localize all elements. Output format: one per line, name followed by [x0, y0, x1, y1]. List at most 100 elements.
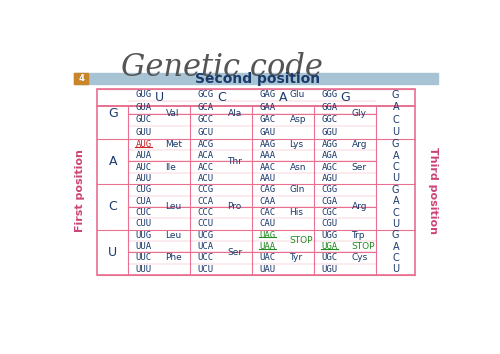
Text: Leu: Leu — [166, 202, 182, 211]
Text: UUU: UUU — [136, 265, 152, 274]
Text: CGA: CGA — [322, 197, 338, 206]
Text: U: U — [108, 246, 118, 259]
Text: CGC: CGC — [322, 208, 338, 217]
Text: Asp: Asp — [290, 115, 306, 125]
Text: G: G — [108, 107, 118, 120]
Text: AAC: AAC — [260, 162, 276, 172]
Text: CUC: CUC — [136, 208, 152, 217]
Text: A: A — [392, 242, 399, 252]
Text: Gln: Gln — [290, 185, 305, 194]
Text: CUU: CUU — [136, 219, 152, 228]
Text: Pro: Pro — [228, 202, 242, 211]
Text: GAA: GAA — [260, 103, 276, 112]
Text: GUG: GUG — [136, 90, 152, 99]
Text: UAA: UAA — [260, 242, 276, 251]
Text: Genetic code: Genetic code — [120, 52, 322, 83]
Text: C: C — [108, 200, 117, 213]
Text: Ser: Ser — [352, 162, 366, 172]
Text: CAU: CAU — [260, 219, 276, 228]
Text: A: A — [392, 196, 399, 206]
Text: UAU: UAU — [260, 265, 276, 274]
Text: AGG: AGG — [322, 140, 338, 149]
Text: STOP: STOP — [290, 236, 313, 245]
Text: AUG: AUG — [136, 140, 152, 149]
Text: CUA: CUA — [136, 197, 152, 206]
Text: Lys: Lys — [290, 140, 304, 149]
Text: Phe: Phe — [166, 253, 182, 262]
Text: AUC: AUC — [136, 162, 152, 172]
Text: GCA: GCA — [198, 103, 214, 112]
Text: ACA: ACA — [198, 151, 214, 160]
Bar — [98, 105, 415, 275]
Text: Glu: Glu — [290, 90, 305, 99]
Bar — [98, 89, 415, 105]
Text: AAA: AAA — [260, 151, 276, 160]
Text: UUA: UUA — [136, 242, 152, 251]
Bar — [74, 73, 438, 84]
Text: G: G — [392, 230, 400, 240]
Text: U: U — [155, 91, 164, 104]
Text: ACG: ACG — [198, 140, 214, 149]
Text: GGA: GGA — [322, 103, 338, 112]
Text: Ile: Ile — [166, 162, 176, 172]
Text: A: A — [392, 102, 399, 113]
Text: AAU: AAU — [260, 174, 276, 183]
Text: UGC: UGC — [322, 253, 338, 262]
Text: CUG: CUG — [136, 185, 152, 194]
Text: GCG: GCG — [198, 90, 214, 99]
Text: GAU: GAU — [260, 128, 276, 137]
Text: G: G — [392, 185, 400, 195]
Text: First position: First position — [74, 149, 85, 232]
Text: Gly: Gly — [352, 109, 366, 118]
Text: Trp: Trp — [352, 231, 365, 240]
Text: Asn: Asn — [290, 162, 306, 172]
Text: AGU: AGU — [322, 174, 338, 183]
Text: U: U — [392, 264, 400, 274]
Text: C: C — [392, 207, 399, 218]
Text: UUG: UUG — [136, 231, 152, 240]
Text: G: G — [392, 139, 400, 149]
Text: AAG: AAG — [260, 140, 276, 149]
Text: AGC: AGC — [322, 162, 338, 172]
Text: GUC: GUC — [136, 115, 152, 125]
Text: Val: Val — [166, 109, 179, 118]
Text: ACC: ACC — [198, 162, 214, 172]
Text: CCG: CCG — [198, 185, 214, 194]
Text: C: C — [392, 115, 399, 125]
Text: His: His — [290, 208, 304, 217]
Text: GCC: GCC — [198, 115, 214, 125]
Text: Arg: Arg — [352, 140, 367, 149]
Text: Second position: Second position — [195, 72, 320, 86]
Text: CCA: CCA — [198, 197, 214, 206]
Text: CAG: CAG — [260, 185, 276, 194]
Text: UCC: UCC — [198, 253, 214, 262]
Text: A: A — [392, 151, 399, 161]
Text: UUC: UUC — [136, 253, 152, 262]
Text: STOP: STOP — [352, 242, 375, 251]
Text: GAC: GAC — [260, 115, 276, 125]
Text: AGA: AGA — [322, 151, 338, 160]
Text: Met: Met — [166, 140, 182, 149]
Text: G: G — [392, 90, 400, 100]
Text: GUU: GUU — [136, 128, 152, 137]
Text: UGG: UGG — [322, 231, 338, 240]
Text: GCU: GCU — [198, 128, 214, 137]
Text: UAG: UAG — [260, 231, 276, 240]
Text: UGA: UGA — [322, 242, 338, 251]
Text: GGU: GGU — [322, 128, 338, 137]
Text: A: A — [108, 155, 117, 168]
Text: Leu: Leu — [166, 231, 182, 240]
Text: CCC: CCC — [198, 208, 214, 217]
Text: UCU: UCU — [198, 265, 214, 274]
Text: C: C — [217, 91, 226, 104]
Text: UCG: UCG — [198, 231, 214, 240]
Text: CGG: CGG — [322, 185, 338, 194]
Bar — [74, 73, 88, 84]
Text: AUU: AUU — [136, 174, 152, 183]
Text: Tyr: Tyr — [290, 253, 302, 262]
Text: GGG: GGG — [322, 90, 338, 99]
Text: Ser: Ser — [228, 248, 242, 257]
Text: CGU: CGU — [322, 219, 338, 228]
Text: A: A — [279, 91, 287, 104]
Text: UAC: UAC — [260, 253, 276, 262]
